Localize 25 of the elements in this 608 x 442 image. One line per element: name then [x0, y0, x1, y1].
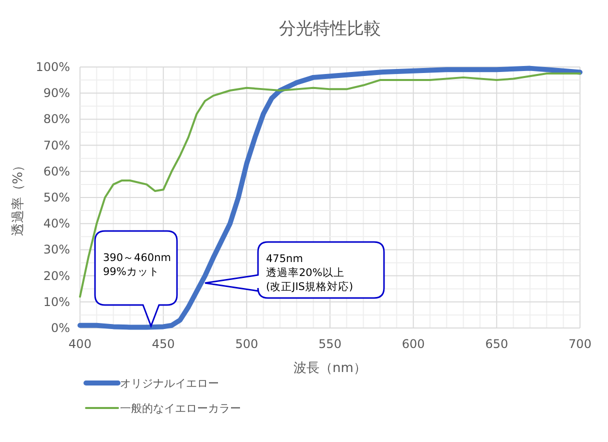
x-axis-title: 波長（nm）	[294, 361, 366, 376]
y-axis-title: 透過率（%）	[10, 158, 26, 236]
x-tick-label: 600	[402, 337, 425, 351]
y-tick-label: 80%	[43, 112, 70, 126]
legend-label: 一般的なイエローカラー	[120, 402, 241, 415]
y-tick-label: 0%	[50, 321, 70, 335]
chart-title: 分光特性比較	[279, 19, 381, 39]
y-tick-label: 70%	[43, 138, 70, 152]
x-tick-label: 700	[568, 337, 592, 351]
x-tick-label: 650	[485, 337, 508, 351]
y-tick-label: 50%	[43, 190, 70, 204]
legend-label: オリジナルイエロー	[120, 377, 219, 390]
y-tick-label: 90%	[43, 86, 70, 100]
x-tick-label: 500	[235, 337, 258, 351]
y-tick-label: 30%	[43, 242, 70, 257]
y-tick-label: 40%	[43, 216, 70, 231]
annotation: 390～460nm 99%カット	[103, 252, 171, 278]
y-tick-label: 100%	[36, 60, 70, 74]
y-tick-label: 10%	[43, 294, 70, 309]
x-tick-label: 450	[152, 337, 175, 351]
y-tick-label: 20%	[43, 268, 70, 283]
x-tick-label: 400	[68, 337, 92, 351]
annotation: 475nm 透過率20%以上 (改正JIS規格対応)	[266, 253, 354, 293]
y-tick-label: 60%	[43, 164, 70, 178]
x-tick-label: 550	[318, 337, 342, 351]
